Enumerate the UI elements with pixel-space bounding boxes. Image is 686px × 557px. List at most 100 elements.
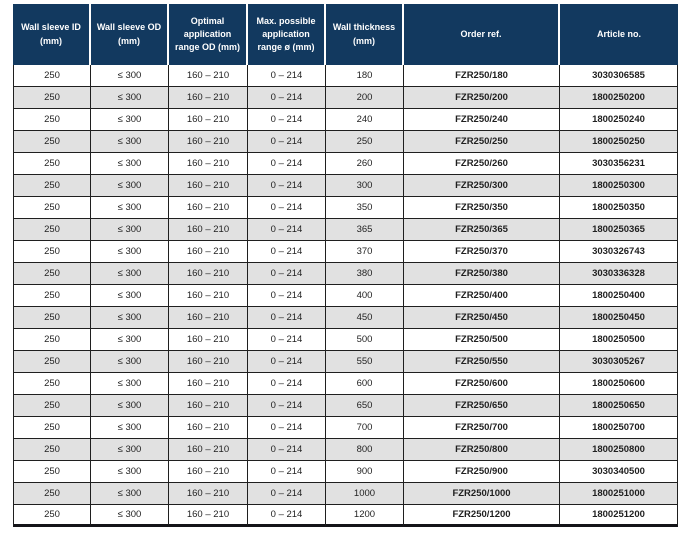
cell-wall-sleeve-id: 250 (13, 263, 91, 285)
cell-article-no: 1800250365 (560, 219, 678, 241)
cell-optimal-application-range-od: 160 – 210 (169, 439, 248, 461)
cell-article-no: 1800250350 (560, 197, 678, 219)
table-row: 250 ≤ 300 160 – 210 0 – 214 500 FZR250/500 180… (13, 329, 678, 351)
cell-wall-thickness: 240 (326, 109, 404, 131)
column-header-order-ref: Order ref. (404, 4, 560, 65)
cell-max-possible-application-range: 0 – 214 (248, 219, 326, 241)
cell-wall-thickness: 700 (326, 417, 404, 439)
cell-wall-sleeve-od: ≤ 300 (91, 483, 169, 505)
cell-wall-sleeve-od: ≤ 300 (91, 109, 169, 131)
cell-max-possible-application-range: 0 – 214 (248, 87, 326, 109)
table-row: 250 ≤ 300 160 – 210 0 – 214 300 FZR250/300 180… (13, 175, 678, 197)
cell-wall-thickness: 200 (326, 87, 404, 109)
cell-wall-sleeve-od: ≤ 300 (91, 395, 169, 417)
cell-article-no: 1800250300 (560, 175, 678, 197)
cell-wall-sleeve-od: ≤ 300 (91, 307, 169, 329)
cell-wall-sleeve-od: ≤ 300 (91, 373, 169, 395)
cell-wall-sleeve-id: 250 (13, 109, 91, 131)
cell-max-possible-application-range: 0 – 214 (248, 505, 326, 527)
cell-article-no: 1800251000 (560, 483, 678, 505)
cell-wall-thickness: 1000 (326, 483, 404, 505)
cell-wall-sleeve-od: ≤ 300 (91, 65, 169, 87)
cell-optimal-application-range-od: 160 – 210 (169, 285, 248, 307)
header-row: Wall sleeve ID (mm) Wall sleeve OD (mm) Op… (13, 4, 678, 65)
cell-wall-sleeve-id: 250 (13, 87, 91, 109)
cell-wall-sleeve-od: ≤ 300 (91, 131, 169, 153)
cell-wall-sleeve-id: 250 (13, 417, 91, 439)
cell-article-no: 1800250800 (560, 439, 678, 461)
table-row: 250 ≤ 300 160 – 210 0 – 214 1200 FZR250/1200 1… (13, 505, 678, 527)
cell-wall-sleeve-id: 250 (13, 241, 91, 263)
cell-optimal-application-range-od: 160 – 210 (169, 461, 248, 483)
table-body: 250 ≤ 300 160 – 210 0 – 214 180 FZR250/180 303… (13, 65, 678, 527)
cell-optimal-application-range-od: 160 – 210 (169, 87, 248, 109)
cell-order-ref: FZR250/500 (404, 329, 560, 351)
cell-wall-thickness: 370 (326, 241, 404, 263)
cell-order-ref: FZR250/450 (404, 307, 560, 329)
cell-wall-sleeve-id: 250 (13, 373, 91, 395)
cell-wall-sleeve-od: ≤ 300 (91, 329, 169, 351)
cell-order-ref: FZR250/180 (404, 65, 560, 87)
cell-wall-sleeve-od: ≤ 300 (91, 219, 169, 241)
cell-wall-sleeve-od: ≤ 300 (91, 241, 169, 263)
cell-max-possible-application-range: 0 – 214 (248, 395, 326, 417)
table-row: 250 ≤ 300 160 – 210 0 – 214 240 FZR250/240 180… (13, 109, 678, 131)
cell-order-ref: FZR250/365 (404, 219, 560, 241)
cell-wall-thickness: 500 (326, 329, 404, 351)
table-row: 250 ≤ 300 160 – 210 0 – 214 800 FZR250/800 180… (13, 439, 678, 461)
cell-wall-sleeve-od: ≤ 300 (91, 87, 169, 109)
cell-optimal-application-range-od: 160 – 210 (169, 417, 248, 439)
cell-optimal-application-range-od: 160 – 210 (169, 153, 248, 175)
cell-wall-sleeve-id: 250 (13, 461, 91, 483)
cell-optimal-application-range-od: 160 – 210 (169, 219, 248, 241)
cell-order-ref: FZR250/300 (404, 175, 560, 197)
cell-order-ref: FZR250/700 (404, 417, 560, 439)
table-row: 250 ≤ 300 160 – 210 0 – 214 380 FZR250/380 303… (13, 263, 678, 285)
cell-optimal-application-range-od: 160 – 210 (169, 65, 248, 87)
column-header-max-possible-application-range: Max. possible application range ø (mm) (248, 4, 326, 65)
cell-wall-sleeve-id: 250 (13, 329, 91, 351)
cell-wall-thickness: 180 (326, 65, 404, 87)
cell-wall-thickness: 350 (326, 197, 404, 219)
table-row: 250 ≤ 300 160 – 210 0 – 214 900 FZR250/900 303… (13, 461, 678, 483)
cell-optimal-application-range-od: 160 – 210 (169, 351, 248, 373)
cell-order-ref: FZR250/260 (404, 153, 560, 175)
cell-wall-sleeve-od: ≤ 300 (91, 263, 169, 285)
table-row: 250 ≤ 300 160 – 210 0 – 214 450 FZR250/450 180… (13, 307, 678, 329)
product-table-container: Wall sleeve ID (mm) Wall sleeve OD (mm) Op… (13, 4, 678, 527)
cell-max-possible-application-range: 0 – 214 (248, 241, 326, 263)
cell-wall-sleeve-id: 250 (13, 219, 91, 241)
column-header-wall-thickness: Wall thickness (mm) (326, 4, 404, 65)
table-row: 250 ≤ 300 160 – 210 0 – 214 260 FZR250/260 303… (13, 153, 678, 175)
product-table: Wall sleeve ID (mm) Wall sleeve OD (mm) Op… (13, 4, 678, 527)
cell-wall-thickness: 250 (326, 131, 404, 153)
cell-wall-sleeve-od: ≤ 300 (91, 461, 169, 483)
cell-max-possible-application-range: 0 – 214 (248, 329, 326, 351)
cell-wall-sleeve-id: 250 (13, 175, 91, 197)
cell-order-ref: FZR250/900 (404, 461, 560, 483)
cell-article-no: 1800250240 (560, 109, 678, 131)
cell-max-possible-application-range: 0 – 214 (248, 109, 326, 131)
cell-optimal-application-range-od: 160 – 210 (169, 197, 248, 219)
cell-article-no: 1800250450 (560, 307, 678, 329)
cell-max-possible-application-range: 0 – 214 (248, 65, 326, 87)
cell-max-possible-application-range: 0 – 214 (248, 373, 326, 395)
table-row: 250 ≤ 300 160 – 210 0 – 214 1000 FZR250/1000 1… (13, 483, 678, 505)
column-header-article-no: Article no. (560, 4, 678, 65)
cell-order-ref: FZR250/1200 (404, 505, 560, 527)
cell-article-no: 1800250400 (560, 285, 678, 307)
table-row: 250 ≤ 300 160 – 210 0 – 214 350 FZR250/350 180… (13, 197, 678, 219)
cell-optimal-application-range-od: 160 – 210 (169, 241, 248, 263)
cell-wall-sleeve-id: 250 (13, 395, 91, 417)
cell-wall-sleeve-od: ≤ 300 (91, 417, 169, 439)
cell-optimal-application-range-od: 160 – 210 (169, 175, 248, 197)
cell-optimal-application-range-od: 160 – 210 (169, 373, 248, 395)
cell-wall-sleeve-od: ≤ 300 (91, 153, 169, 175)
cell-wall-thickness: 260 (326, 153, 404, 175)
cell-optimal-application-range-od: 160 – 210 (169, 505, 248, 527)
table-row: 250 ≤ 300 160 – 210 0 – 214 250 FZR250/250 180… (13, 131, 678, 153)
cell-article-no: 1800251200 (560, 505, 678, 527)
cell-max-possible-application-range: 0 – 214 (248, 417, 326, 439)
cell-order-ref: FZR250/600 (404, 373, 560, 395)
cell-optimal-application-range-od: 160 – 210 (169, 329, 248, 351)
